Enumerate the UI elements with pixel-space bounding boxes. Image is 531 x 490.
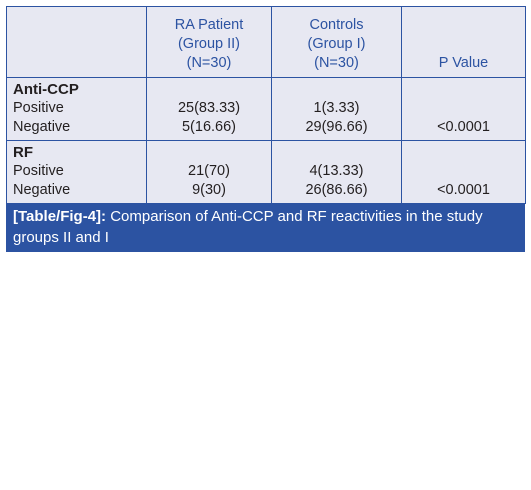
controls-cell: 4(13.33) 26(86.66) bbox=[271, 140, 402, 204]
header-cell-blank bbox=[6, 6, 147, 78]
comparison-table: RA Patient (Group II) (N=30) Controls (G… bbox=[6, 6, 526, 204]
table-value: 21(70) bbox=[188, 163, 230, 179]
header-cell-p-value: P Value bbox=[401, 6, 526, 78]
ra-patient-cell: 21(70) 9(30) bbox=[146, 140, 272, 204]
table-value: 26(86.66) bbox=[305, 182, 368, 198]
row-label-cell: Anti-CCP Positive Negative bbox=[6, 77, 147, 141]
table-caption: [Table/Fig-4]: Comparison of Anti-CCP an… bbox=[6, 204, 525, 252]
table-figure: RA Patient (Group II) (N=30) Controls (G… bbox=[6, 6, 526, 252]
header-row: RA Patient (Group II) (N=30) Controls (G… bbox=[6, 6, 526, 78]
header-cell-controls: Controls (Group I) (N=30) bbox=[271, 6, 402, 78]
row-label: Negative bbox=[13, 119, 71, 135]
table-value bbox=[402, 162, 525, 181]
row-label: Positive bbox=[13, 100, 64, 116]
row-label-cell: RF Positive Negative bbox=[6, 140, 147, 204]
table-value: 9(30) bbox=[192, 182, 226, 198]
header-cell-ra-patient: RA Patient (Group II) (N=30) bbox=[146, 6, 272, 78]
caption-tag: [Table/Fig-4]: bbox=[13, 208, 107, 225]
table-value bbox=[402, 99, 525, 118]
p-value-cell: <0.0001 bbox=[401, 140, 526, 204]
table-value: 5(16.66) bbox=[181, 119, 236, 135]
header-line: P Value bbox=[438, 55, 489, 71]
caption-text: Comparison of Anti-CCP and RF reactiviti… bbox=[13, 208, 483, 246]
header-line: RA Patient bbox=[174, 17, 244, 33]
controls-cell: 1(3.33) 29(96.66) bbox=[271, 77, 402, 141]
header-line: (Group I) bbox=[307, 36, 366, 52]
table-value: <0.0001 bbox=[437, 119, 490, 135]
header-line: (N=30) bbox=[314, 55, 359, 71]
header-line: (Group II) bbox=[177, 36, 241, 52]
row-label: Positive bbox=[13, 163, 64, 179]
header-line: Controls bbox=[309, 17, 364, 33]
table-value: 1(3.33) bbox=[313, 100, 360, 116]
row-label: Negative bbox=[13, 182, 71, 198]
group-title: RF bbox=[13, 144, 33, 161]
p-value-cell: <0.0001 bbox=[401, 77, 526, 141]
table-value: 25(83.33) bbox=[177, 100, 241, 116]
header-line: (N=30) bbox=[186, 55, 232, 71]
table-value: 29(96.66) bbox=[305, 119, 368, 135]
table-value: 4(13.33) bbox=[309, 163, 364, 179]
table-value: <0.0001 bbox=[437, 182, 490, 198]
group-title: Anti-CCP bbox=[13, 81, 79, 98]
table-row: Anti-CCP Positive Negative 25(83.33) 5(1… bbox=[6, 77, 526, 141]
table-row: RF Positive Negative 21(70) 9(30) 4(13.3… bbox=[6, 140, 526, 204]
ra-patient-cell: 25(83.33) 5(16.66) bbox=[146, 77, 272, 141]
